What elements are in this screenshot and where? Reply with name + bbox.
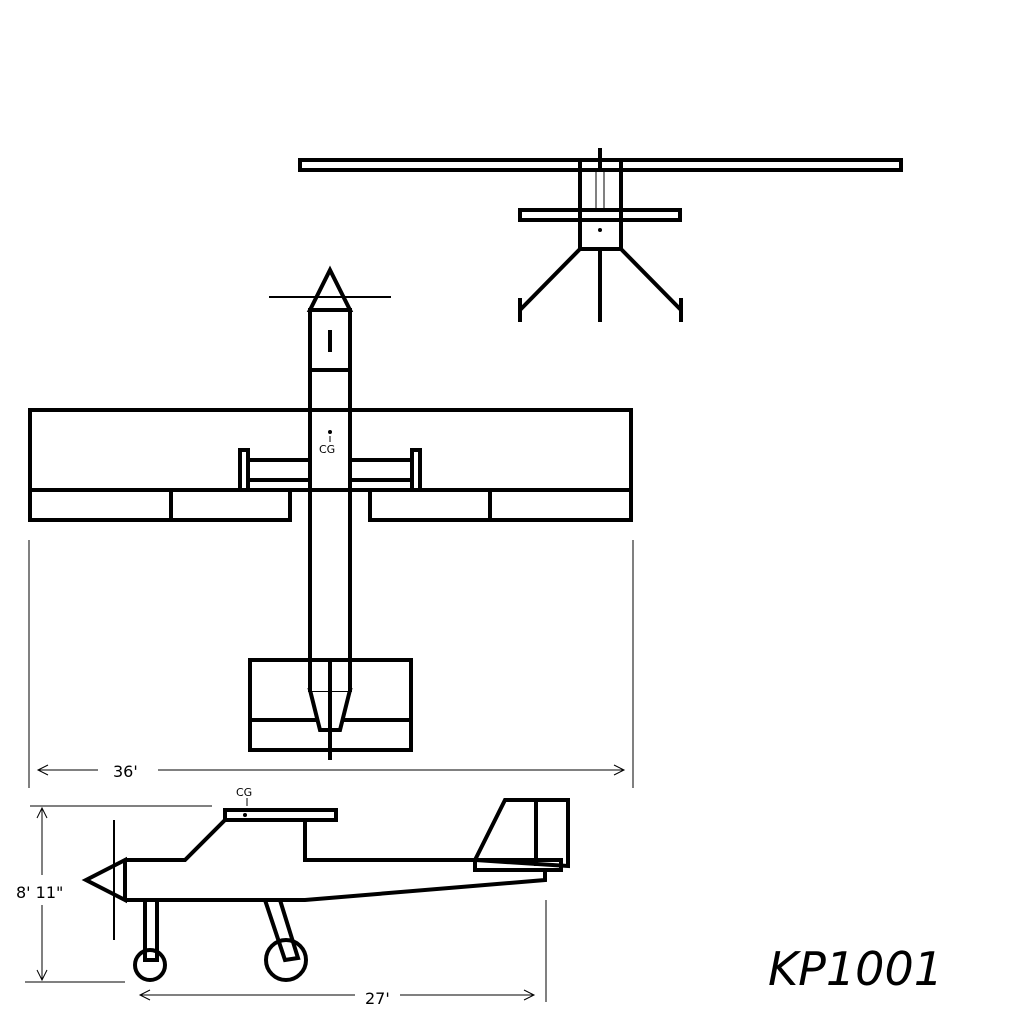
side-spinner (81, 856, 127, 904)
side-view (81, 798, 570, 982)
side-main-gear-strut (143, 898, 159, 962)
side-fuselage-bottom (125, 868, 547, 902)
signature: KP1001 (768, 942, 943, 996)
side-cg-dot (243, 813, 247, 817)
top-fuselage-center (308, 408, 352, 492)
side-horizontal-stabilizer (473, 858, 563, 872)
height-dimension (25, 805, 212, 983)
top-cg-label: CG (319, 443, 335, 456)
side-rear-wheel (264, 938, 308, 982)
height-label: 8' 11" (16, 883, 63, 902)
length-arrow-left (138, 989, 151, 1001)
length-arrow-right (523, 989, 536, 1001)
top-view (28, 265, 633, 760)
top-right-strut (348, 458, 414, 482)
top-flap-gap (292, 492, 368, 524)
side-wing (223, 808, 338, 822)
top-cg-dot (328, 430, 332, 434)
wingspan-arrow-left (36, 764, 49, 776)
length-dimension (138, 900, 547, 1002)
front-view (298, 148, 903, 322)
length-label: 27' (365, 989, 390, 1008)
top-left-strut (246, 458, 312, 482)
side-tail-fin (471, 798, 570, 869)
height-arrow-top (36, 806, 48, 819)
wingspan-dimension (28, 540, 634, 788)
top-nose-cone (306, 265, 354, 312)
front-right-gear-strut (619, 247, 683, 312)
front-left-gear-strut (518, 247, 582, 312)
height-arrow-bottom (36, 969, 48, 982)
front-fuselage (578, 158, 623, 251)
side-main-wheel (133, 948, 167, 982)
front-center-dot (598, 228, 602, 232)
wingspan-label: 36' (113, 762, 138, 781)
side-cg-label: CG (236, 786, 252, 799)
wingspan-arrow-right (613, 764, 626, 776)
side-fuselage (125, 818, 475, 862)
